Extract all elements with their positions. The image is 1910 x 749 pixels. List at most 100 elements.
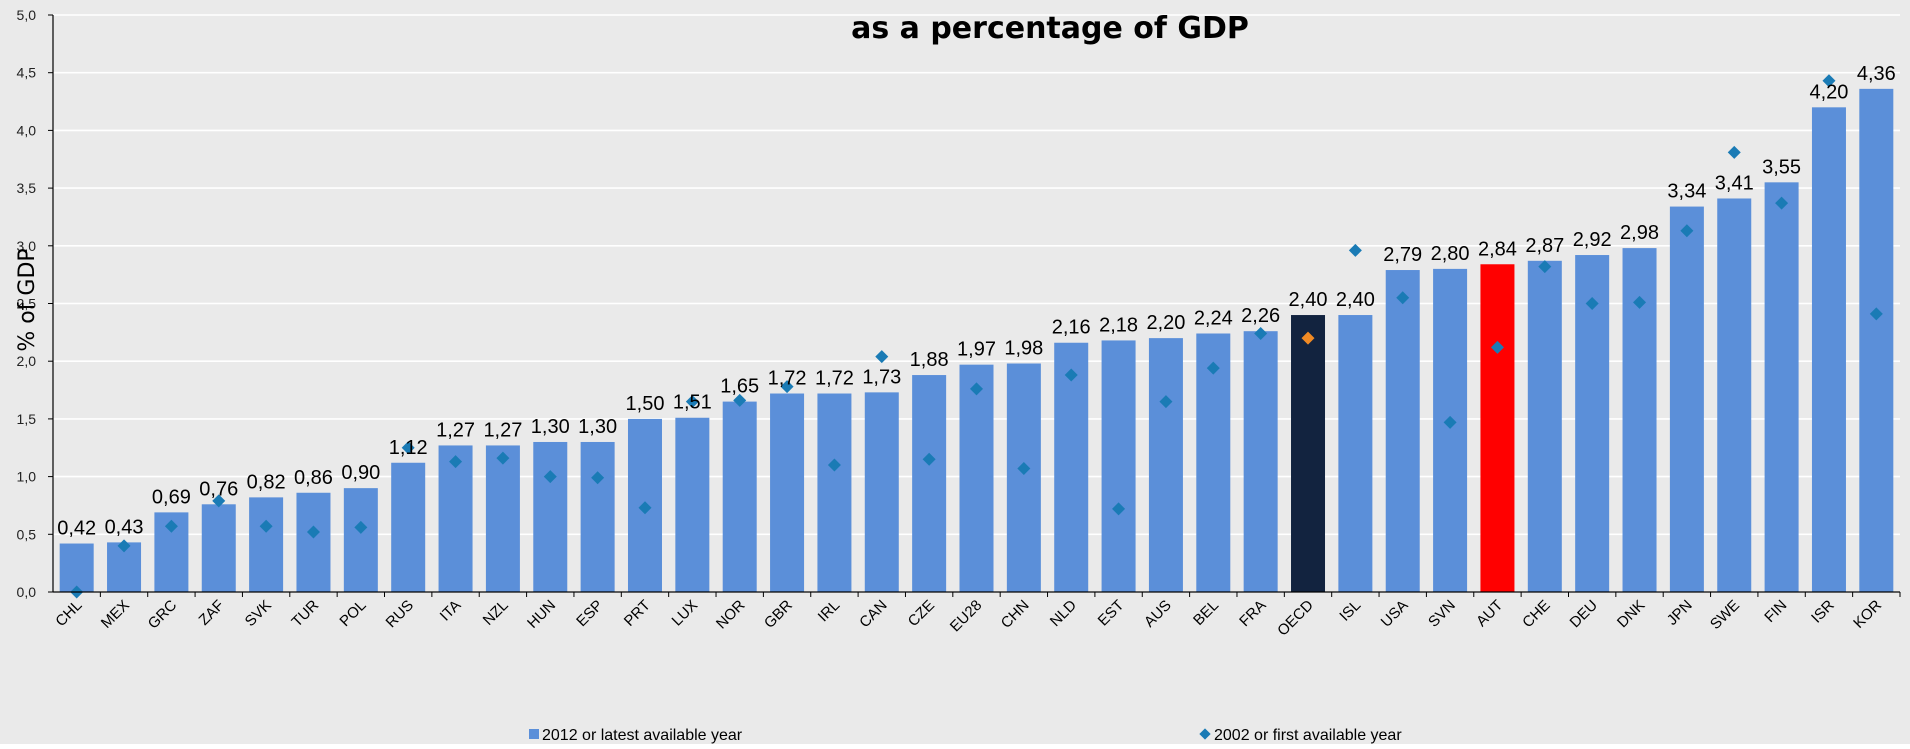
marker-nzl [496, 451, 510, 465]
bar-pol [343, 488, 378, 592]
marker-layer [70, 74, 1883, 599]
marker-kor [1869, 307, 1883, 321]
bar-kor [1859, 88, 1894, 592]
value-label-aut: 2,84 [1478, 238, 1517, 260]
value-label-nzl: 1,27 [483, 419, 522, 441]
marker-deu [1585, 297, 1599, 310]
bar-usa [1385, 270, 1420, 592]
value-label-esp: 1,30 [578, 416, 617, 438]
value-label-isr: 4,20 [1809, 81, 1848, 103]
value-label-hun: 1,30 [531, 416, 570, 438]
marker-jpn [1680, 224, 1694, 238]
bar-swe [1717, 198, 1752, 592]
value-label-svn: 2,80 [1431, 243, 1470, 265]
y-tick-label: 0,5 [17, 526, 37, 542]
marker-ita [449, 455, 463, 469]
bar-lux [675, 417, 710, 592]
marker-irl [827, 458, 841, 472]
value-label-swe: 3,41 [1715, 172, 1754, 194]
y-tick-label: 0,0 [17, 584, 37, 600]
bar-che [1527, 260, 1562, 592]
value-label-jpn: 3,34 [1667, 181, 1706, 203]
marker-che [1538, 260, 1552, 274]
value-label-prt: 1,50 [626, 393, 665, 415]
value-label-layer: 0,42 0,43 0,69 0,76 0,82 0,86 0,90 1,12 1,27 1,27… [57, 63, 1896, 540]
marker-esp [591, 471, 605, 485]
value-label-dnk: 2,98 [1620, 222, 1659, 244]
value-label-che: 2,87 [1525, 235, 1564, 257]
marker-fin [1775, 196, 1789, 210]
marker-tur [306, 525, 320, 539]
value-label-fra: 2,26 [1241, 305, 1280, 327]
value-label-can: 1,73 [862, 366, 901, 388]
value-label-ita: 1,27 [436, 419, 475, 441]
bar-cze [912, 375, 947, 592]
value-label-rus: 1,12 [389, 437, 428, 459]
marker-gbr [780, 380, 794, 394]
value-label-eu28: 1,97 [957, 339, 996, 361]
marker-mex [117, 539, 131, 553]
legend-bar-label: 2012 or latest available year [542, 727, 743, 744]
marker-zaf [212, 494, 226, 508]
marker-aut [1490, 340, 1504, 354]
marker-cze [922, 452, 936, 466]
marker-svn [1443, 415, 1457, 429]
bar-eu28 [959, 364, 994, 592]
bar-can [864, 392, 899, 592]
marker-usa [1396, 291, 1410, 305]
value-label-nld: 2,16 [1052, 317, 1091, 339]
marker-can [875, 350, 889, 364]
chart-title: as a percentage of GDP [851, 11, 1249, 46]
bar-aus [1148, 338, 1183, 592]
bar-isl [1338, 315, 1373, 592]
bar-oecd [1291, 315, 1326, 592]
legend-diamond-swatch [1199, 728, 1211, 740]
value-label-tur: 0,86 [294, 467, 333, 489]
bar-nld [1054, 342, 1089, 592]
value-label-usa: 2,79 [1383, 244, 1422, 266]
value-label-cze: 1,88 [910, 349, 949, 371]
value-label-deu: 2,92 [1573, 229, 1612, 251]
marker-lux [685, 395, 699, 409]
y-tick-label: 3,0 [17, 238, 37, 254]
marker-isr [1822, 74, 1836, 88]
bar-est [1101, 340, 1136, 592]
value-label-pol: 0,90 [341, 462, 380, 484]
marker-prt [638, 501, 652, 515]
marker-pol [354, 520, 368, 534]
bar-jpn [1669, 206, 1704, 592]
value-label-grc: 0,69 [152, 486, 191, 508]
value-label-bel: 2,24 [1194, 308, 1233, 330]
y-tick-label: 3,5 [17, 180, 37, 196]
value-label-svk: 0,82 [247, 471, 286, 493]
bar-fra [1243, 331, 1278, 592]
y-tick-label: 5,0 [17, 7, 37, 23]
value-label-kor: 4,36 [1857, 63, 1896, 85]
y-tick-label: 2,0 [17, 353, 37, 369]
value-label-lux: 1,51 [673, 392, 712, 414]
marker-est [1112, 502, 1126, 516]
bar-gbr [770, 393, 805, 592]
marker-grc [164, 519, 178, 533]
marker-eu28 [970, 382, 983, 396]
marker-dnk [1633, 295, 1647, 309]
bar-isr [1811, 107, 1846, 592]
bar-svn [1433, 268, 1468, 592]
value-label-gbr: 1,72 [768, 368, 807, 390]
y-axis-label: % of GDP [15, 248, 40, 351]
value-label-est: 2,18 [1099, 314, 1138, 336]
bar-chn [1006, 363, 1041, 592]
marker-aus [1159, 395, 1173, 409]
bar-chl [59, 543, 94, 592]
bar-nor [722, 401, 757, 592]
bar-rus [391, 462, 426, 592]
value-label-isl: 2,40 [1336, 289, 1375, 311]
bar-nzl [485, 445, 520, 592]
legend-bar-swatch [529, 729, 539, 739]
bar-bel [1196, 333, 1231, 592]
value-label-chl: 0,42 [57, 518, 96, 540]
marker-swe [1727, 145, 1741, 159]
y-tick-label: 1,0 [17, 469, 37, 485]
bar-svk [249, 497, 284, 592]
value-label-oecd: 2,40 [1289, 289, 1328, 311]
